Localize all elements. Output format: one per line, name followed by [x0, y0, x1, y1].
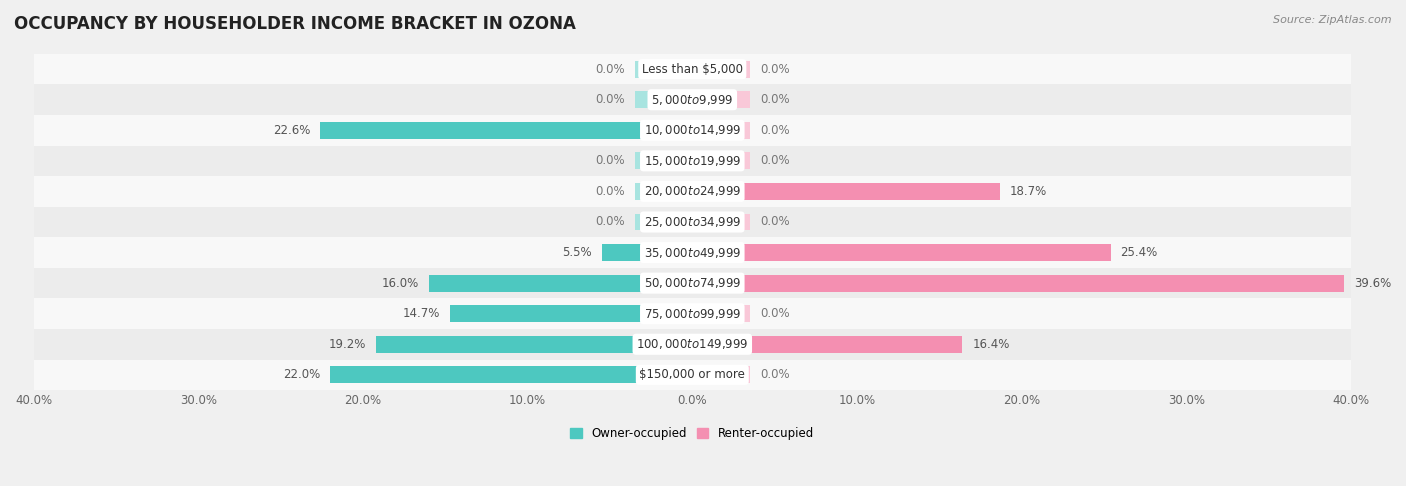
- Bar: [692, 61, 749, 78]
- Bar: [692, 244, 1111, 261]
- Bar: [692, 213, 749, 230]
- Bar: [692, 153, 749, 169]
- Bar: [634, 153, 692, 169]
- Text: 0.0%: 0.0%: [595, 215, 624, 228]
- Text: 0.0%: 0.0%: [595, 63, 624, 76]
- Bar: [692, 336, 962, 353]
- Bar: [34, 176, 1351, 207]
- Text: 0.0%: 0.0%: [759, 215, 789, 228]
- Text: $15,000 to $19,999: $15,000 to $19,999: [644, 154, 741, 168]
- Bar: [330, 366, 692, 383]
- Text: 0.0%: 0.0%: [759, 93, 789, 106]
- Bar: [634, 213, 692, 230]
- Text: $150,000 or more: $150,000 or more: [640, 368, 745, 382]
- Bar: [634, 91, 692, 108]
- Text: $75,000 to $99,999: $75,000 to $99,999: [644, 307, 741, 321]
- Bar: [34, 115, 1351, 146]
- Legend: Owner-occupied, Renter-occupied: Owner-occupied, Renter-occupied: [565, 422, 818, 445]
- Bar: [692, 91, 749, 108]
- Text: Source: ZipAtlas.com: Source: ZipAtlas.com: [1274, 15, 1392, 25]
- Text: 0.0%: 0.0%: [595, 185, 624, 198]
- Text: 16.4%: 16.4%: [973, 338, 1010, 351]
- Text: $50,000 to $74,999: $50,000 to $74,999: [644, 276, 741, 290]
- Text: 25.4%: 25.4%: [1121, 246, 1157, 259]
- Bar: [34, 54, 1351, 85]
- Text: 22.0%: 22.0%: [283, 368, 321, 382]
- Bar: [692, 366, 749, 383]
- Text: 0.0%: 0.0%: [759, 155, 789, 167]
- Bar: [34, 298, 1351, 329]
- Text: $35,000 to $49,999: $35,000 to $49,999: [644, 245, 741, 260]
- Bar: [692, 183, 1000, 200]
- Text: OCCUPANCY BY HOUSEHOLDER INCOME BRACKET IN OZONA: OCCUPANCY BY HOUSEHOLDER INCOME BRACKET …: [14, 15, 576, 33]
- Bar: [602, 244, 692, 261]
- Text: 0.0%: 0.0%: [759, 368, 789, 382]
- Text: 0.0%: 0.0%: [595, 155, 624, 167]
- Bar: [34, 360, 1351, 390]
- Text: 16.0%: 16.0%: [381, 277, 419, 290]
- Text: 5.5%: 5.5%: [562, 246, 592, 259]
- Text: 0.0%: 0.0%: [759, 63, 789, 76]
- Text: 0.0%: 0.0%: [759, 307, 789, 320]
- Text: $100,000 to $149,999: $100,000 to $149,999: [636, 337, 748, 351]
- Bar: [429, 275, 692, 292]
- Text: $25,000 to $34,999: $25,000 to $34,999: [644, 215, 741, 229]
- Text: 22.6%: 22.6%: [273, 124, 311, 137]
- Text: 0.0%: 0.0%: [595, 93, 624, 106]
- Bar: [34, 207, 1351, 237]
- Bar: [692, 275, 1344, 292]
- Bar: [450, 305, 692, 322]
- Text: 19.2%: 19.2%: [329, 338, 366, 351]
- Bar: [692, 305, 749, 322]
- Text: 0.0%: 0.0%: [759, 124, 789, 137]
- Bar: [692, 122, 749, 139]
- Bar: [634, 183, 692, 200]
- Text: $20,000 to $24,999: $20,000 to $24,999: [644, 184, 741, 198]
- Bar: [34, 329, 1351, 360]
- Bar: [34, 146, 1351, 176]
- Text: 18.7%: 18.7%: [1010, 185, 1047, 198]
- Text: $10,000 to $14,999: $10,000 to $14,999: [644, 123, 741, 137]
- Text: 14.7%: 14.7%: [404, 307, 440, 320]
- Bar: [34, 237, 1351, 268]
- Text: $5,000 to $9,999: $5,000 to $9,999: [651, 93, 734, 107]
- Text: Less than $5,000: Less than $5,000: [641, 63, 742, 76]
- Bar: [375, 336, 692, 353]
- Text: 39.6%: 39.6%: [1354, 277, 1392, 290]
- Bar: [634, 61, 692, 78]
- Bar: [34, 85, 1351, 115]
- Bar: [321, 122, 692, 139]
- Bar: [34, 268, 1351, 298]
